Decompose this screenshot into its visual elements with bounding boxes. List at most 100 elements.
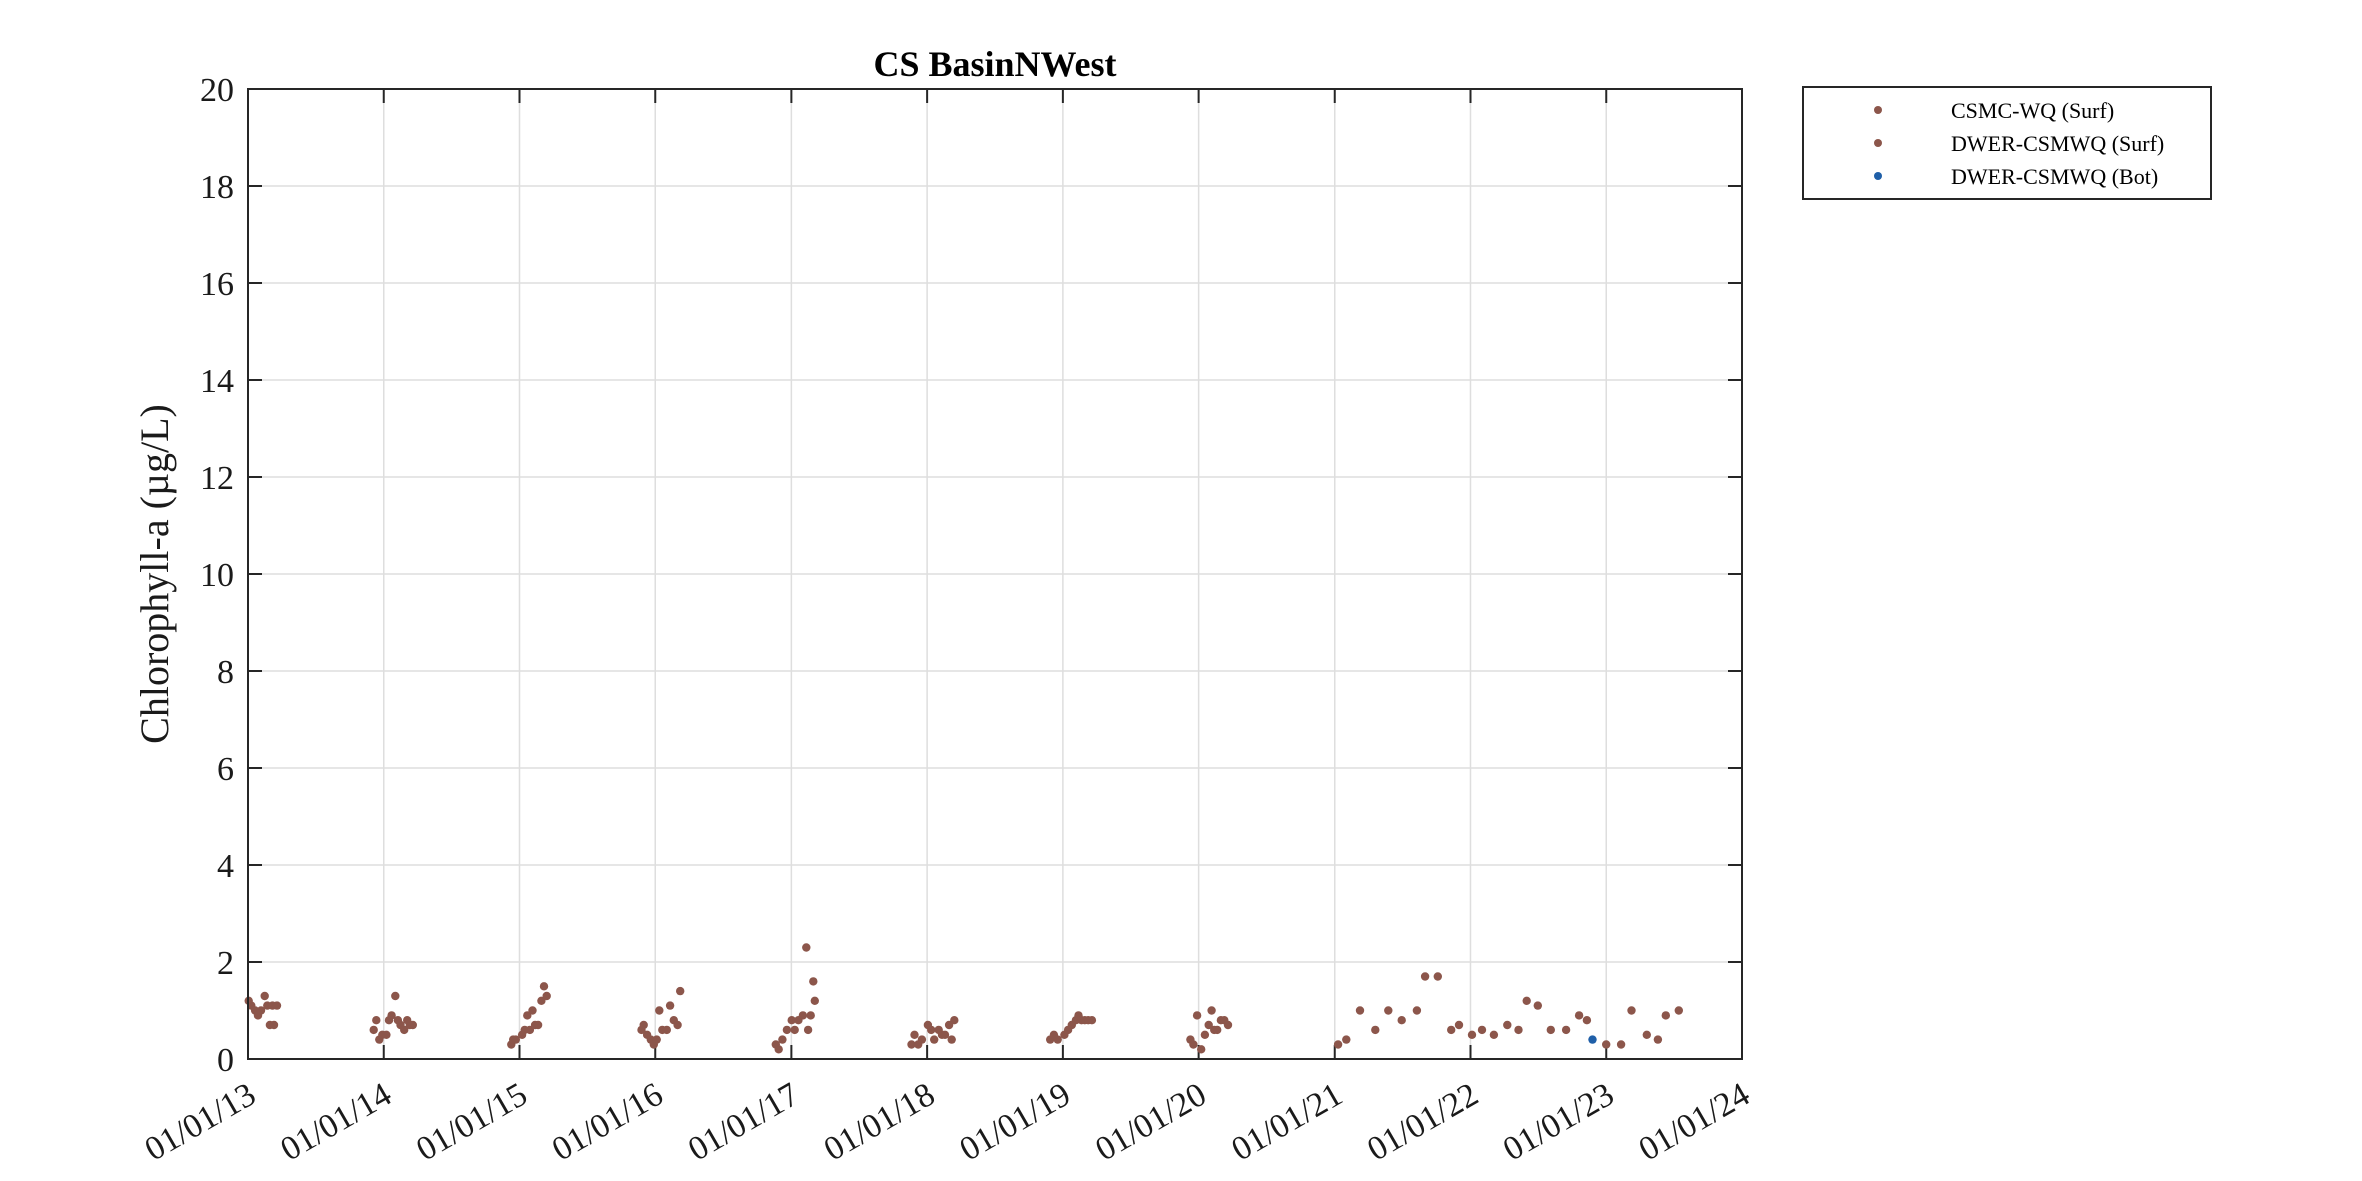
data-point-series-0 <box>639 1020 648 1030</box>
y-tick-label: 4 <box>217 848 234 885</box>
data-point-series-0 <box>1223 1020 1233 1030</box>
data-point-series-0 <box>387 1011 396 1020</box>
data-point-series-1 <box>1674 1006 1684 1015</box>
y-tick-label: 18 <box>200 169 234 206</box>
y-axis: 0 2 4 6 8 10 12 14 16 18 20 <box>200 72 1742 1079</box>
data-point-series-0 <box>652 1035 661 1044</box>
data-point-series-0 <box>676 986 685 996</box>
data-point-series-1 <box>1503 1020 1512 1030</box>
data-point-series-0 <box>382 1030 391 1040</box>
data-point-series-0 <box>950 1016 959 1025</box>
data-points <box>244 943 1684 1054</box>
data-point-series-0 <box>910 1030 919 1040</box>
data-point-series-0 <box>940 1030 950 1040</box>
data-point-series-0 <box>539 982 549 991</box>
data-point-series-0 <box>256 1006 266 1015</box>
legend-label-csmc-wq-surf: CSMC-WQ (Surf) <box>1951 98 2114 123</box>
data-point-series-0 <box>662 1025 671 1035</box>
data-point-series-1 <box>1454 1020 1464 1030</box>
data-point-series-2 <box>1588 1035 1597 1044</box>
data-point-series-0 <box>673 1020 682 1030</box>
data-point-series-0 <box>778 1035 787 1044</box>
data-point-series-1 <box>1333 1040 1343 1049</box>
data-point-series-0 <box>810 996 819 1005</box>
legend-marker-dwer-csmwq-bot <box>1874 172 1882 180</box>
data-point-series-0 <box>802 943 811 952</box>
data-point-series-1 <box>1602 1040 1611 1049</box>
data-point-series-0 <box>269 1020 279 1030</box>
data-point-series-0 <box>391 991 400 1001</box>
data-point-series-1 <box>1642 1030 1652 1040</box>
data-point-series-1 <box>1616 1040 1626 1049</box>
data-point-series-0 <box>806 1011 815 1020</box>
data-point-series-0 <box>907 1040 916 1049</box>
data-point-series-0 <box>1087 1016 1097 1025</box>
data-point-series-0 <box>1200 1030 1210 1040</box>
data-point-series-0 <box>408 1020 417 1030</box>
data-point-series-0 <box>1207 1006 1216 1015</box>
data-point-series-1 <box>1489 1030 1499 1040</box>
y-tick-label: 6 <box>217 751 234 788</box>
data-point-series-0 <box>1189 1040 1198 1049</box>
data-point-series-1 <box>1342 1035 1351 1044</box>
legend-marker-dwer-csmwq-surf <box>1874 139 1882 147</box>
data-point-series-1 <box>1627 1006 1636 1015</box>
data-point-series-1 <box>1384 1006 1393 1015</box>
chart-title: CS BasinNWest <box>873 44 1116 84</box>
data-point-series-0 <box>1053 1035 1062 1044</box>
legend-label-dwer-csmwq-bot: DWER-CSMWQ (Bot) <box>1951 164 2158 189</box>
data-point-series-0 <box>272 1001 282 1010</box>
data-point-series-1 <box>1574 1011 1584 1020</box>
data-point-series-0 <box>369 1025 378 1035</box>
data-point-series-0 <box>790 1025 799 1035</box>
y-tick-label: 8 <box>217 654 234 691</box>
y-tick-label: 14 <box>200 363 234 400</box>
data-point-series-1 <box>1467 1030 1477 1040</box>
data-point-series-1 <box>1371 1025 1380 1035</box>
data-point-series-0 <box>787 1016 796 1025</box>
y-tick-label: 10 <box>200 557 234 594</box>
data-point-series-1 <box>1447 1025 1456 1035</box>
data-point-series-0 <box>1204 1020 1213 1030</box>
data-point-series-0 <box>1192 1011 1202 1020</box>
data-point-series-0 <box>1213 1025 1222 1035</box>
data-point-series-1 <box>1582 1016 1592 1025</box>
y-tick-label: 0 <box>217 1042 234 1079</box>
legend: CSMC-WQ (Surf) DWER-CSMWQ (Surf) DWER-CS… <box>1802 86 2212 200</box>
grid <box>248 89 1742 1059</box>
data-point-series-0 <box>533 1020 543 1030</box>
data-point-series-0 <box>260 991 269 1001</box>
data-point-series-0 <box>947 1035 956 1044</box>
data-point-series-1 <box>1561 1025 1571 1035</box>
data-point-series-1 <box>1433 972 1443 981</box>
data-point-series-0 <box>1197 1045 1206 1054</box>
legend-label-dwer-csmwq-surf: DWER-CSMWQ (Surf) <box>1951 131 2164 156</box>
data-point-series-0 <box>782 1025 792 1035</box>
data-point-series-1 <box>1412 1006 1422 1015</box>
data-point-series-0 <box>809 977 818 986</box>
data-point-series-0 <box>803 1025 813 1035</box>
data-point-series-1 <box>1661 1011 1671 1020</box>
data-point-series-1 <box>1514 1025 1523 1035</box>
data-point-series-1 <box>1653 1035 1663 1044</box>
y-tick-label: 20 <box>200 72 234 109</box>
data-point-series-0 <box>774 1045 783 1054</box>
legend-marker-csmc-wq-surf <box>1874 106 1882 114</box>
data-point-series-0 <box>927 1025 936 1035</box>
data-point-series-1 <box>1420 972 1430 981</box>
data-point-series-0 <box>511 1035 520 1044</box>
data-point-series-0 <box>665 1001 675 1010</box>
y-tick-label: 12 <box>200 460 234 497</box>
data-point-series-0 <box>655 1006 664 1015</box>
data-point-series-1 <box>1397 1016 1406 1025</box>
data-point-series-0 <box>372 1016 381 1025</box>
data-point-series-0 <box>930 1035 939 1044</box>
plot-frame <box>247 88 1743 1060</box>
data-point-series-0 <box>798 1011 808 1020</box>
data-point-series-0 <box>542 991 551 1001</box>
y-tick-label: 2 <box>217 945 234 982</box>
data-point-series-1 <box>1477 1025 1487 1035</box>
data-point-series-1 <box>1546 1025 1556 1035</box>
data-point-series-1 <box>1522 996 1531 1005</box>
